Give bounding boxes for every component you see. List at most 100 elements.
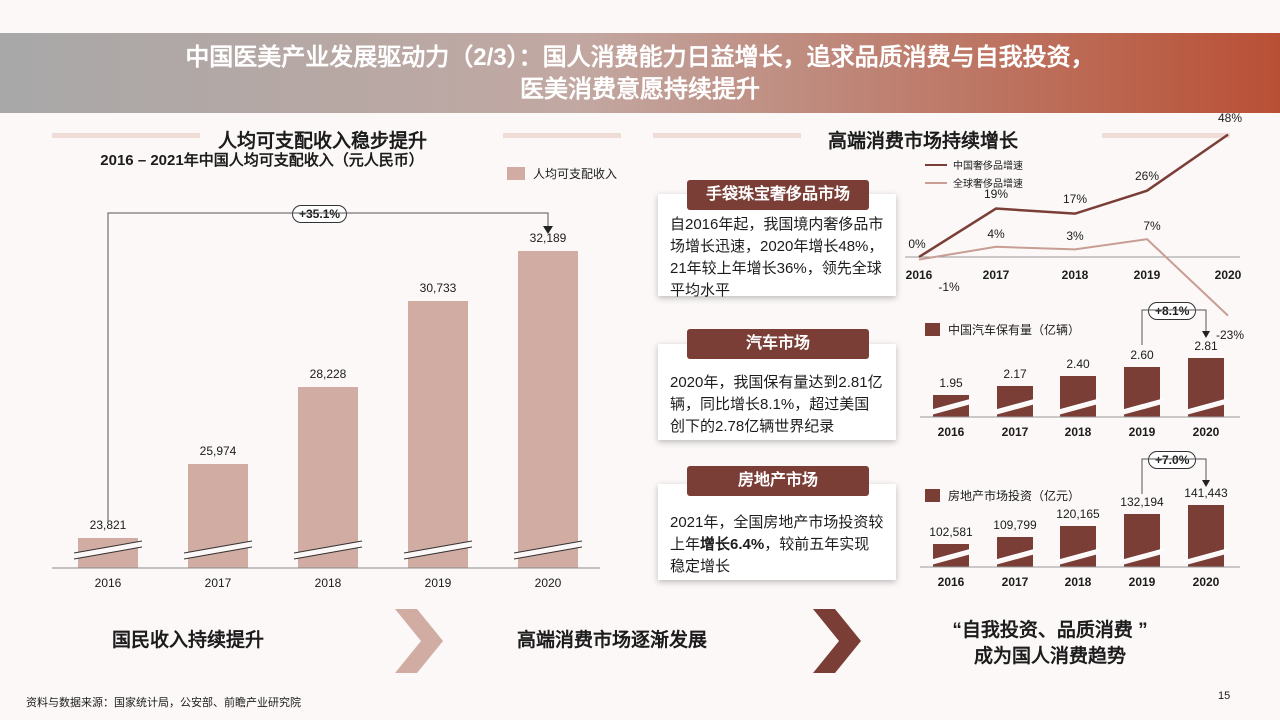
- bar-2018: [298, 386, 358, 568]
- decor-bar: [52, 133, 200, 138]
- realestate-text-bold: 增长6.4%: [700, 536, 765, 553]
- data-label-china: 17%: [1062, 191, 1088, 206]
- bar-value-label: 2.81: [1194, 339, 1218, 353]
- chevron-right-icon: [813, 609, 861, 673]
- bar-value-label: 2.60: [1130, 348, 1154, 363]
- bar-value-label: 109,799: [993, 517, 1037, 532]
- auto-card: 2020年，我国保有量达到2.81亿辆，同比增长8.1%，超过美国创下的2.78…: [658, 344, 896, 440]
- auto-text: 2020年，我国保有量达到2.81亿辆，同比增长8.1%，超过美国创下的2.78…: [670, 374, 883, 435]
- axis-break: [513, 540, 583, 560]
- realestate-pill: 房地产市场: [687, 466, 869, 496]
- axis-break: [992, 548, 1038, 566]
- axis-break: [73, 540, 143, 560]
- luxury-pill: 手袋珠宝奢侈品市场: [687, 180, 869, 210]
- data-label-china: 0%: [908, 237, 926, 251]
- data-label-china: 26%: [1134, 168, 1160, 183]
- bar-value-label: 32,189: [529, 231, 567, 245]
- luxury-legend-china: 中国奢侈品增速: [925, 157, 1023, 172]
- left-growth-badge: +35.1%: [292, 205, 348, 223]
- realestate-card: 2021年，全国房地产市场投资较上年增长6.4%，较前五年实现稳定增长: [658, 484, 896, 580]
- bar-2019: [408, 300, 468, 568]
- legend-label: 中国汽车保有量（亿辆）: [948, 323, 1081, 337]
- realestate-text-suffix: ，较前五年实现稳定增长: [670, 536, 870, 575]
- x-tick-label: 2018: [314, 576, 342, 590]
- luxury-legend-global: 全球奢侈品增速: [925, 175, 1023, 190]
- axis-break: [1119, 398, 1165, 416]
- legend-label: 中国奢侈品增速: [953, 161, 1023, 172]
- axis-break: [928, 398, 974, 416]
- growth-bracket: [107, 212, 549, 524]
- axis-break: [403, 540, 473, 560]
- legend-line-china: [925, 163, 947, 166]
- x-tick-label: 2017: [204, 576, 232, 590]
- x-tick-label: 2017: [1001, 425, 1029, 439]
- axis-break: [992, 398, 1038, 416]
- axis-break: [1055, 548, 1101, 566]
- series-line-china: [918, 133, 1229, 259]
- bottom-item-3-line2: 成为国人消费趋势: [973, 646, 1126, 667]
- auto-pill: 汽车市场: [687, 329, 869, 359]
- growth-bracket: [1141, 309, 1207, 345]
- x-tick-label: 2016: [937, 425, 965, 439]
- axis-break: [1183, 548, 1229, 566]
- x-tick-label: 2020: [1192, 425, 1220, 439]
- growth-bracket: [1141, 458, 1207, 494]
- axis-break: [1055, 398, 1101, 416]
- x-tick-label: 2016: [94, 576, 122, 590]
- legend-label: 房地产市场投资（亿元）: [948, 489, 1081, 503]
- decor-bar: [653, 133, 801, 138]
- x-tick-label: 2020: [1192, 575, 1220, 589]
- chevron-right-icon: [395, 609, 443, 673]
- auto-legend: 中国汽车保有量（亿辆）: [925, 321, 1080, 338]
- source-note: 资料与数据来源：国家统计局，公安部、前瞻产业研究院: [26, 697, 301, 709]
- x-tick-label: 2019: [1128, 575, 1156, 589]
- data-label-china: 48%: [1217, 110, 1243, 125]
- realestate-legend: 房地产市场投资（亿元）: [925, 487, 1080, 504]
- data-label-global: 7%: [1143, 219, 1161, 234]
- growth-arrow: [1202, 331, 1210, 338]
- legend-line-global: [925, 181, 947, 184]
- bar-2020: [518, 251, 578, 568]
- x-tick-label: 2020: [1214, 268, 1242, 282]
- data-label-global: -1%: [938, 279, 960, 294]
- x-tick-label: 2016: [937, 575, 965, 589]
- legend-label: 全球奢侈品增速: [953, 179, 1023, 190]
- x-tick-label: 2018: [1064, 425, 1092, 439]
- auto-growth-badge: +8.1%: [1148, 302, 1197, 320]
- bottom-item-3-line1: “自我投资、品质消费 ”: [952, 620, 1148, 641]
- bar-value-label: 28,228: [309, 366, 347, 381]
- bar-value-label: 102,581: [929, 525, 973, 539]
- page-title-line2: 医美消费意愿持续提升: [520, 76, 760, 103]
- bar-value-label: 2.40: [1066, 356, 1090, 371]
- x-tick-label: 2018: [1064, 575, 1092, 589]
- bar-value-label: 141,443: [1184, 486, 1228, 500]
- realestate-growth-badge: +7.0%: [1148, 451, 1197, 469]
- data-label-global: -23%: [1215, 327, 1245, 342]
- page-number: 15: [1218, 690, 1231, 702]
- x-tick-label: 2018: [1061, 268, 1089, 282]
- x-tick-label: 2016: [905, 268, 933, 282]
- luxury-card: 自2016年起，我国境内奢侈品市场增长迅速，2020年增长48%，21年较上年增…: [658, 194, 896, 299]
- right-section-title: 高端消费市场持续增长: [828, 131, 1019, 152]
- axis-break: [1119, 548, 1165, 566]
- bar-value-label: 1.95: [939, 376, 963, 390]
- x-tick-label: 2019: [1133, 268, 1161, 282]
- legend-swatch: [507, 167, 525, 180]
- x-tick-label: 2020: [534, 576, 562, 590]
- left-legend: 人均可支配收入: [507, 165, 617, 182]
- left-section-title: 人均可支配收入稳步提升: [218, 131, 428, 152]
- growth-arrow: [543, 226, 553, 234]
- left-chart-title: 2016 – 2021年中国人均可支配收入（元人民币）: [100, 152, 424, 169]
- legend-swatch: [925, 323, 940, 336]
- luxury-text: 自2016年起，我国境内奢侈品市场增长迅速，2020年增长48%，21年较上年增…: [670, 216, 884, 299]
- bottom-item-2: 高端消费市场逐渐发展: [517, 630, 708, 651]
- axis-break: [293, 540, 363, 560]
- x-tick-label: 2019: [1128, 425, 1156, 439]
- bar-value-label: 2.17: [1003, 366, 1027, 381]
- decor-bar: [503, 133, 621, 138]
- bar-value-label: 120,165: [1056, 507, 1100, 522]
- data-label-china: 19%: [983, 186, 1009, 201]
- legend-label: 人均可支配收入: [533, 167, 618, 181]
